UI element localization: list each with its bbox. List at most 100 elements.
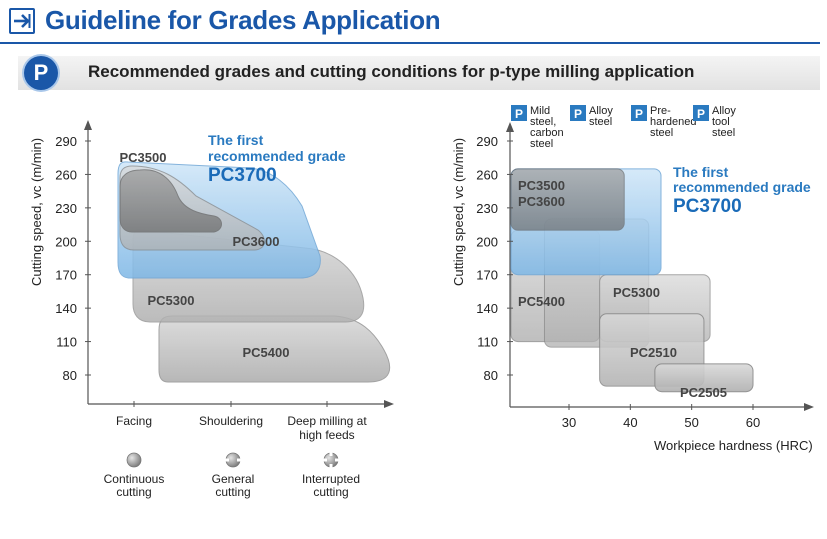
callout-line1: The first: [673, 164, 729, 180]
left-legend: ContinuouscuttingGeneralcuttingInterrupt…: [104, 452, 360, 499]
right-x-tick-label: 40: [623, 415, 637, 430]
material-label: tool: [712, 116, 730, 128]
material-label: Alloy: [589, 105, 613, 117]
grade-label-pc3500: PC3500: [120, 150, 167, 165]
callout-grade-pc3700: PC3700: [673, 196, 742, 217]
p-material-badge-icon: [631, 105, 647, 121]
grade-label-pc5300: PC5300: [613, 285, 660, 300]
header-rule: [0, 42, 820, 44]
callout-line1: The first: [208, 132, 264, 148]
material-label: Alloy: [712, 105, 736, 117]
right-axes: [506, 122, 814, 411]
right-y-tick-label: 170: [476, 268, 498, 283]
grade-label-pc2510: PC2510: [630, 345, 677, 360]
right-y-tick-label: 80: [484, 368, 498, 383]
callout-line2: recommended grade: [673, 179, 811, 195]
left-y-tick-label: 230: [55, 201, 77, 216]
arrow-right-box-icon: [9, 8, 35, 34]
left-x-category-label: Facing: [116, 414, 152, 428]
material-badge-letter: P: [574, 107, 582, 121]
material-label: steel: [650, 127, 673, 139]
page-title: Guideline for Grades Application: [45, 5, 441, 35]
region-pc3500: [510, 168, 625, 231]
p-material-badge-icon: [511, 105, 527, 121]
material-label: Pre-: [650, 105, 671, 117]
left-y-tick-label: 260: [55, 167, 77, 182]
right-y-tick-label: 230: [476, 201, 498, 216]
grade-label-pc5400: PC5400: [243, 345, 290, 360]
right-x-axis-label: Workpiece hardness (HRC): [654, 438, 813, 453]
p-material-badge-icon: [570, 105, 586, 121]
region-pc3500: [119, 169, 222, 233]
material-label: steel,: [530, 116, 556, 128]
left-y-tick-label: 200: [55, 234, 77, 249]
material-label: steel: [589, 116, 612, 128]
legend-label-line2: cutting: [116, 485, 151, 499]
left-regions: [117, 161, 391, 383]
right-y-tick-label: 200: [476, 234, 498, 249]
right-y-axis-label: Cutting speed, vc (m/min): [451, 138, 466, 286]
left-y-axis-label: Cutting speed, vc (m/min): [29, 138, 44, 286]
continuous-cutting-icon: [126, 452, 142, 468]
legend-label-line2: cutting: [215, 485, 250, 499]
legend-label-line1: Interrupted: [302, 472, 360, 486]
callout-line2: recommended grade: [208, 148, 346, 164]
left-x-category-label: Deep milling at: [287, 414, 367, 428]
section-subtitle: Recommended grades and cutting condition…: [88, 62, 695, 81]
material-badge-letter: P: [635, 107, 643, 121]
right-y-tick-label: 260: [476, 167, 498, 182]
p-badge-icon: P: [24, 56, 58, 90]
grade-label-pc2505: PC2505: [680, 385, 727, 400]
p-material-badge-icon: [693, 105, 709, 121]
right-x-tick-label: 50: [684, 415, 698, 430]
left-y-tick-label: 140: [55, 301, 77, 316]
left-y-tick-label: 110: [56, 335, 77, 350]
grade-label-pc3600: PC3600: [518, 194, 565, 209]
right-x-tick-label: 30: [562, 415, 576, 430]
legend-label-line1: Continuous: [104, 472, 165, 486]
right-x-tick-label: 60: [746, 415, 760, 430]
grade-label-pc5400: PC5400: [518, 294, 565, 309]
right-x-ticks: 30 40 50 60: [562, 404, 760, 430]
material-label: carbon: [530, 127, 564, 139]
legend-label-line2: cutting: [313, 485, 348, 499]
material-badge-letter: P: [515, 107, 523, 121]
material-label: Mild: [530, 105, 550, 117]
material-label: hardened: [650, 116, 697, 128]
right-y-tick-label: 110: [477, 335, 498, 350]
left-grade-labels: PC5400 PC5300 PC3600 PC3500 The firstrecomme…: [120, 132, 346, 360]
region-pc2505: [654, 363, 754, 393]
section-bar: P Recommended grades and cutting conditi…: [18, 56, 820, 90]
legend-label-line1: General: [212, 472, 255, 486]
left-x-category-label: Shouldering: [199, 414, 263, 428]
left-y-tick-label: 290: [55, 134, 77, 149]
right-regions: [510, 168, 754, 393]
grade-label-pc5300: PC5300: [148, 293, 195, 308]
right-y-tick-label: 140: [476, 301, 498, 316]
region-pc5400: [158, 315, 391, 383]
right-y-ticks: 80 110 140 170 200 230 260 290: [476, 134, 513, 383]
left-y-tick-label: 80: [63, 368, 77, 383]
page-header: Guideline for Grades Application: [0, 0, 827, 46]
left-y-ticks: 80 110 140 170 200 230 260 290: [55, 134, 91, 383]
right-y-tick-label: 290: [476, 134, 498, 149]
callout-grade-pc3700: PC3700: [208, 165, 277, 186]
grade-label-pc3600: PC3600: [233, 234, 280, 249]
material-badge-letter: P: [697, 107, 705, 121]
material-label: steel: [530, 138, 553, 150]
left-x-category-label-line2: high feeds: [299, 428, 354, 442]
general-cutting-icon: [225, 452, 241, 468]
material-label: steel: [712, 127, 735, 139]
grade-label-pc3500: PC3500: [518, 178, 565, 193]
interrupted-cutting-icon: [323, 452, 339, 468]
left-axes: [84, 120, 394, 408]
left-y-tick-label: 170: [55, 268, 77, 283]
